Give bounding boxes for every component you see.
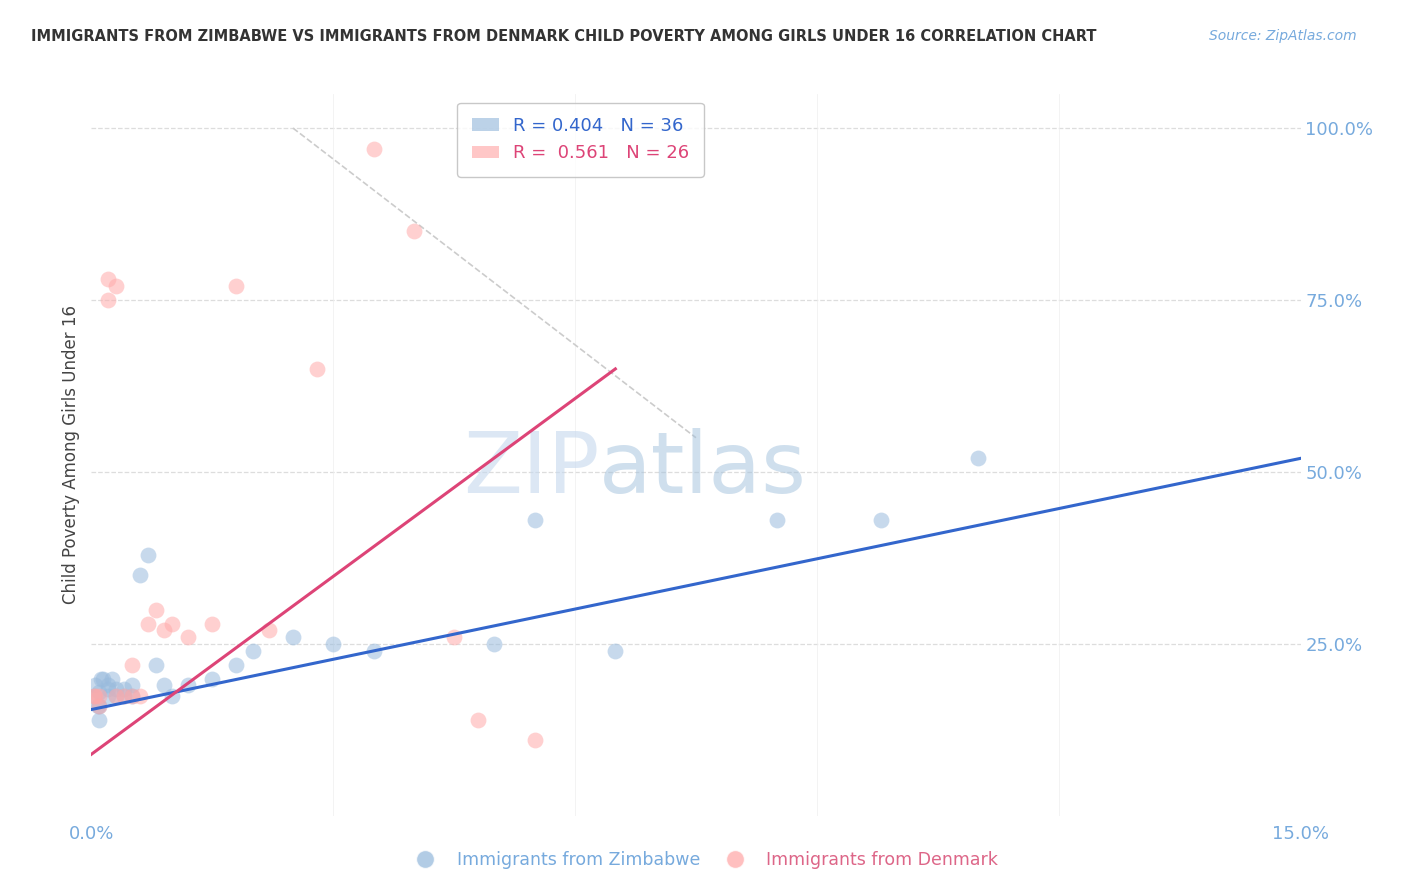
Point (160, 616, 183, 631)
Point (177, 630, 200, 644)
Text: IMMIGRANTS FROM ZIMBABWE VS IMMIGRANTS FROM DENMARK CHILD POVERTY AMONG GIRLS UN: IMMIGRANTS FROM ZIMBABWE VS IMMIGRANTS F… (31, 29, 1097, 44)
Point (402, 224, 425, 238)
Point (104, 681, 127, 696)
Point (322, 637, 344, 651)
Y-axis label: Child Poverty Among Girls Under 16: Child Poverty Among Girls Under 16 (62, 305, 80, 605)
Text: ZIP: ZIP (463, 428, 599, 511)
Text: Source: ZipAtlas.com: Source: ZipAtlas.com (1209, 29, 1357, 43)
Point (96, 293, 118, 307)
Point (201, 672, 224, 686)
Point (96, 681, 118, 696)
Point (96, 689, 118, 703)
Point (281, 630, 304, 644)
Point (145, 603, 167, 617)
Point (128, 568, 150, 582)
Point (765, 513, 787, 527)
Point (467, 713, 489, 727)
Point (100, 672, 122, 686)
Point (870, 513, 893, 527)
Point (121, 689, 143, 703)
Point (112, 689, 135, 703)
Point (363, 644, 385, 658)
Point (84, 689, 107, 703)
Point (89, 685, 111, 699)
Point (83, 689, 105, 703)
Legend: Immigrants from Zimbabwe, Immigrants from Denmark: Immigrants from Zimbabwe, Immigrants fro… (401, 845, 1005, 876)
Point (87, 699, 110, 714)
Point (104, 689, 127, 703)
Point (225, 279, 247, 293)
Point (121, 678, 143, 692)
Point (89, 699, 111, 714)
Point (257, 624, 280, 638)
Point (443, 630, 465, 644)
Point (523, 513, 546, 527)
Point (153, 624, 176, 638)
Legend: R = 0.404   N = 36, R =  0.561   N = 26: R = 0.404 N = 36, R = 0.561 N = 26 (457, 103, 703, 177)
Point (90, 672, 112, 686)
Point (89, 699, 111, 714)
Point (225, 657, 247, 672)
Point (242, 644, 264, 658)
Point (121, 657, 143, 672)
Point (84, 678, 107, 692)
Point (160, 689, 183, 703)
Text: atlas: atlas (599, 428, 807, 511)
Point (307, 362, 329, 376)
Point (112, 681, 135, 696)
Point (967, 451, 990, 466)
Point (128, 689, 150, 703)
Point (104, 279, 127, 293)
Point (121, 689, 143, 703)
Point (104, 689, 127, 703)
Point (89, 713, 111, 727)
Point (363, 142, 385, 156)
Point (112, 689, 135, 703)
Point (136, 616, 159, 631)
Point (153, 678, 176, 692)
Point (83, 689, 105, 703)
Point (136, 548, 159, 562)
Point (177, 678, 200, 692)
Point (93, 672, 115, 686)
Point (201, 616, 224, 631)
Point (96, 272, 118, 286)
Point (523, 733, 546, 747)
Point (89, 689, 111, 703)
Point (96, 678, 118, 692)
Point (484, 637, 506, 651)
Point (605, 644, 627, 658)
Point (145, 657, 167, 672)
